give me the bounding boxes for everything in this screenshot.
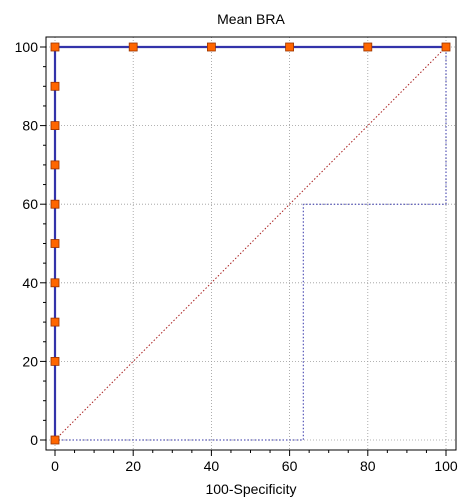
- y-tick-label-5: 100: [15, 39, 39, 55]
- x-tick-label-3: 60: [282, 458, 298, 474]
- y-tick-label-3: 60: [22, 196, 38, 212]
- data-point-marker: [50, 239, 60, 248]
- tick-labels: 0 20 40 60 80 100 0 20 40 60 80 100: [15, 39, 458, 474]
- data-point-marker: [50, 435, 60, 445]
- reference-lines: [54, 46, 447, 441]
- data-point-marker: [50, 160, 60, 170]
- x-axis-label: 100-Specificity: [205, 481, 296, 497]
- reference-line-0: [55, 47, 447, 441]
- data-point-marker: [50, 81, 60, 91]
- x-tick-label-2: 40: [204, 458, 220, 474]
- y-tick-label-0: 0: [30, 432, 38, 448]
- y-tick-label-4: 80: [22, 118, 38, 134]
- x-tick-label-1: 20: [125, 458, 141, 474]
- chart-title: Mean BRA: [217, 11, 285, 27]
- data-point-marker: [128, 42, 138, 52]
- axes: [40, 36, 457, 456]
- data-point-marker: [285, 42, 295, 52]
- data-point-marker: [50, 317, 60, 327]
- data-point-marker: [363, 42, 373, 52]
- x-tick-label-4: 80: [360, 458, 376, 474]
- data-point-marker: [50, 199, 60, 209]
- x-tick-label-5: 100: [434, 458, 458, 474]
- data-point-marker: [50, 121, 60, 130]
- data-point-marker: [206, 42, 216, 52]
- data-point-marker: [50, 42, 60, 52]
- markers: [50, 42, 451, 445]
- data-point-marker: [50, 278, 60, 288]
- y-tick-label-2: 40: [22, 275, 38, 291]
- data-point-marker: [50, 356, 60, 366]
- reference-line-1: [54, 46, 447, 441]
- data-point-marker: [441, 42, 451, 52]
- y-tick-label-1: 20: [22, 353, 38, 369]
- x-tick-label-0: 0: [51, 458, 59, 474]
